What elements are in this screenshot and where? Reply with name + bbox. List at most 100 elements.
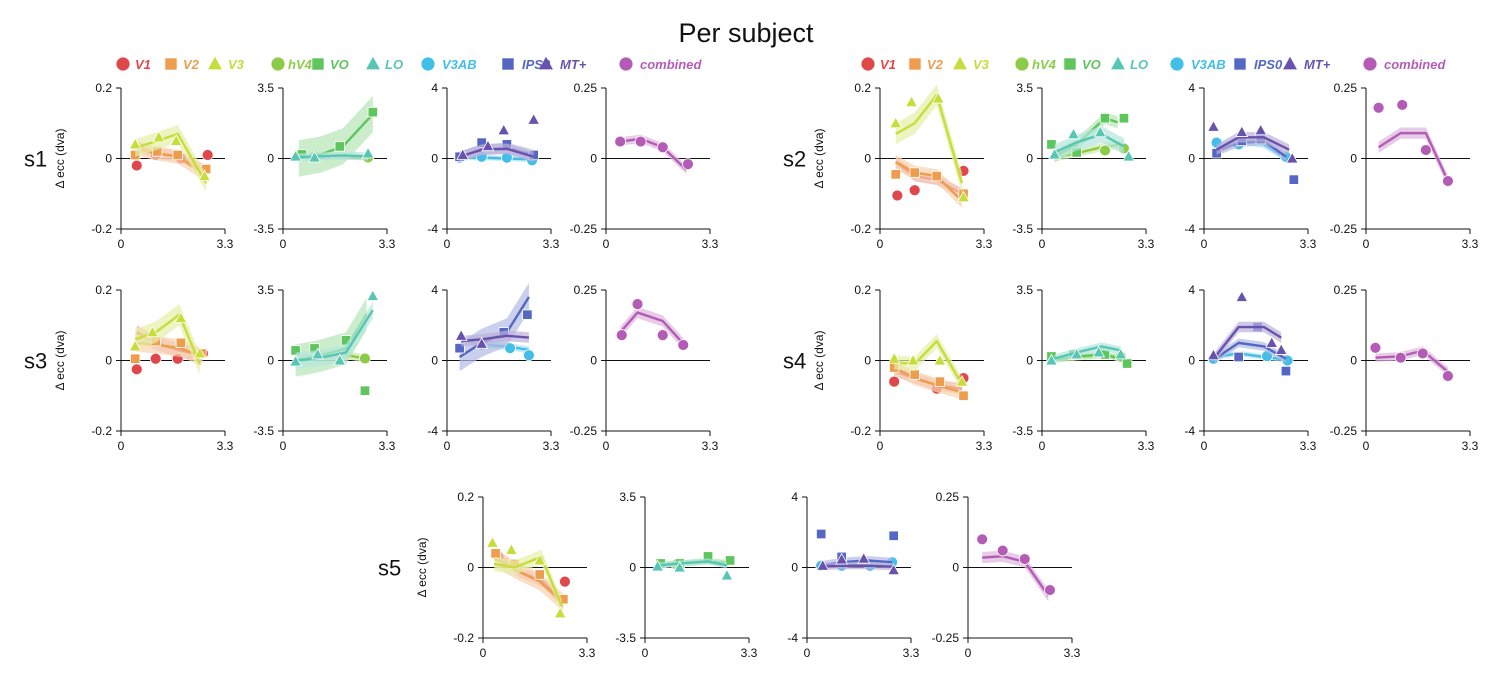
data-point bbox=[934, 376, 946, 387]
series-band bbox=[1375, 346, 1448, 377]
series-line bbox=[295, 154, 369, 159]
data-point bbox=[308, 150, 321, 163]
legend-item-combined: combined bbox=[1363, 57, 1446, 72]
data-point bbox=[933, 353, 947, 366]
x-tick-label: 0 bbox=[1201, 439, 1208, 453]
series-line bbox=[1375, 349, 1449, 373]
data-point bbox=[359, 352, 371, 365]
data-point bbox=[651, 559, 665, 572]
panel-s1-1: 0.2 0 -0.2 0 3.3 bbox=[91, 81, 233, 251]
series-lo bbox=[289, 289, 380, 369]
series-line bbox=[461, 334, 530, 343]
y-tick-label: -3.5 bbox=[1012, 222, 1033, 236]
series-combined bbox=[1369, 341, 1454, 382]
panel-grid: s1 Δ ecc (dva)0.20-0.20 3.33.50-3.50 3.340-… bbox=[24, 81, 1479, 660]
data-point bbox=[887, 563, 901, 576]
y-tick-label: -4 bbox=[1184, 424, 1195, 438]
series-band bbox=[894, 334, 961, 389]
legend-label: combined bbox=[640, 57, 702, 72]
data-point bbox=[1288, 174, 1299, 185]
x-tick-label: 0 bbox=[1363, 237, 1370, 251]
panel-s3-4: 0.25 0 -0.25 0 3.3 bbox=[570, 283, 719, 453]
legend-label: V2 bbox=[927, 57, 944, 72]
legend-marker-circle bbox=[421, 57, 435, 71]
legend-label: IPS0 bbox=[1254, 57, 1283, 72]
legend-item-v3: V3 bbox=[208, 56, 245, 72]
x-tick-label: 0 bbox=[1039, 237, 1046, 251]
data-point bbox=[890, 169, 901, 180]
legend-item-hv4: hV4 bbox=[1015, 57, 1057, 72]
y-tick-label: 0 bbox=[629, 561, 636, 575]
y-tick-label: 0.25 bbox=[574, 81, 598, 95]
x-tick-label: 0 bbox=[804, 646, 811, 660]
y-tick-label: 3.5 bbox=[257, 283, 274, 297]
y-tick-label: 3.5 bbox=[619, 490, 636, 504]
series-line bbox=[134, 132, 208, 184]
legend-label: MT+ bbox=[1304, 57, 1331, 72]
data-point bbox=[553, 606, 567, 619]
series-v3 bbox=[889, 84, 970, 203]
y-tick-label: -0.25 bbox=[932, 631, 960, 645]
y-tick-label: -0.2 bbox=[850, 222, 871, 236]
data-point bbox=[634, 135, 647, 148]
data-point bbox=[128, 339, 142, 352]
y-tick-label: 0 bbox=[952, 561, 959, 575]
data-point bbox=[456, 148, 470, 160]
subject-label: s3 bbox=[24, 349, 47, 374]
data-point bbox=[673, 560, 687, 573]
x-tick-label: 3.3 bbox=[1462, 237, 1479, 251]
data-point bbox=[1018, 553, 1031, 565]
data-point bbox=[905, 95, 918, 107]
panel-s3-1: 0.2 0 -0.2 0 3.3 bbox=[91, 283, 233, 453]
data-point bbox=[497, 123, 511, 136]
y-tick-label: 0 bbox=[1350, 354, 1357, 368]
legend-item-v1: V1 bbox=[116, 57, 151, 72]
x-tick-label: 0 bbox=[603, 439, 610, 453]
legend-marker-triangle bbox=[1111, 56, 1125, 70]
data-point bbox=[366, 289, 380, 301]
data-point bbox=[614, 135, 627, 148]
legend-label: hV4 bbox=[288, 57, 313, 72]
data-point bbox=[720, 568, 734, 581]
y-tick-label: 0 bbox=[105, 354, 112, 368]
legend-marker-square bbox=[312, 58, 324, 70]
y-tick-label: 0 bbox=[1026, 354, 1033, 368]
series-mt bbox=[456, 112, 541, 163]
legend-marker-circle bbox=[1170, 57, 1184, 71]
legend-label: VO bbox=[330, 57, 349, 72]
legend-item-v1: V1 bbox=[861, 57, 896, 72]
y-tick-label: 3.5 bbox=[257, 81, 274, 95]
data-point bbox=[909, 369, 920, 380]
data-point bbox=[152, 130, 166, 143]
legend-label: combined bbox=[1384, 57, 1446, 72]
series-line bbox=[1214, 325, 1282, 358]
y-tick-label: 0 bbox=[1188, 354, 1195, 368]
series-band bbox=[459, 143, 534, 163]
figure-title: Per subject bbox=[678, 18, 814, 48]
legend-item-combined: combined bbox=[619, 57, 702, 72]
series-line bbox=[893, 366, 963, 394]
panel-s1-4: 0.25 0 -0.25 0 3.3 bbox=[570, 81, 719, 251]
y-tick-label: -4 bbox=[787, 631, 798, 645]
data-point bbox=[1235, 290, 1249, 302]
x-tick-label: 3.3 bbox=[379, 237, 396, 251]
data-point bbox=[615, 329, 628, 342]
series-v3 bbox=[887, 334, 969, 389]
y-tick-label: -4 bbox=[427, 424, 438, 438]
data-point bbox=[816, 558, 830, 571]
y-tick-label: -0.25 bbox=[1330, 424, 1358, 438]
series-line bbox=[1377, 131, 1450, 182]
x-tick-label: 3.3 bbox=[217, 237, 234, 251]
subject-label: s2 bbox=[783, 147, 806, 172]
series-line bbox=[895, 93, 964, 184]
series-combined bbox=[614, 134, 694, 175]
x-tick-label: 3.3 bbox=[217, 439, 234, 453]
legend-marker-square bbox=[1064, 58, 1076, 70]
legend-item-mt: MT+ bbox=[539, 56, 587, 72]
data-point bbox=[1099, 113, 1111, 124]
y-tick-label: -4 bbox=[1184, 222, 1195, 236]
legend-label: V1 bbox=[880, 57, 896, 72]
data-point bbox=[175, 337, 187, 349]
series-v3 bbox=[128, 304, 207, 375]
series-line bbox=[619, 311, 685, 345]
